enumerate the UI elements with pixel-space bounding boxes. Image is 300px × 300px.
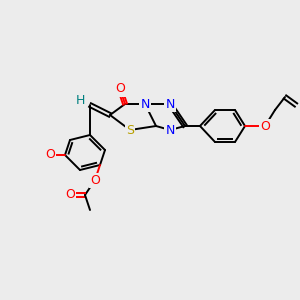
Text: S: S [126,124,134,136]
Text: N: N [140,98,150,110]
Text: N: N [165,124,175,136]
Text: O: O [90,173,100,187]
Text: N: N [165,98,175,110]
Text: O: O [115,82,125,95]
Text: O: O [65,188,75,202]
Text: H: H [75,94,85,106]
Text: O: O [45,148,55,161]
Text: O: O [260,119,270,133]
